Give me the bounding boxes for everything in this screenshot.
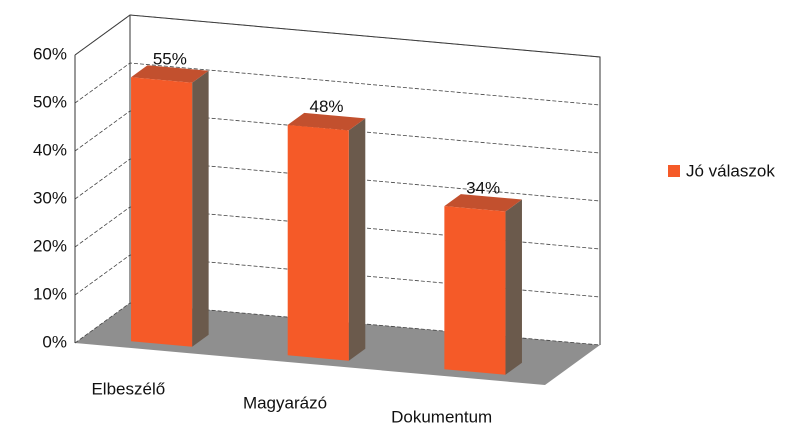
bar-side	[348, 118, 366, 361]
grid-line	[74, 110, 601, 154]
y-tick-label: 0%	[42, 332, 67, 351]
bar	[444, 206, 506, 375]
x-tick-label: Magyarázó	[243, 393, 327, 412]
bar-top	[131, 65, 209, 83]
bar	[131, 77, 193, 347]
legend-label: Jó válaszok	[686, 161, 775, 180]
y-tick-label: 10%	[33, 284, 67, 303]
y-tick-label: 50%	[33, 92, 67, 111]
grid-line	[74, 14, 601, 58]
bar-top	[287, 112, 366, 131]
grid-line	[74, 158, 601, 202]
y-tick-label: 30%	[33, 188, 67, 207]
y-tick-label: 40%	[33, 140, 67, 159]
x-tick-label: Elbeszélő	[91, 379, 165, 398]
grid-line	[74, 206, 601, 250]
bar	[287, 124, 349, 361]
grid-line	[74, 302, 601, 346]
data-label: 55%	[153, 49, 187, 68]
data-label: 48%	[309, 97, 343, 116]
x-tick-label: Dokumentum	[391, 407, 492, 426]
bar-side	[192, 70, 209, 347]
y-tick-label: 60%	[33, 44, 67, 63]
data-label: 34%	[466, 178, 500, 197]
legend-swatch	[668, 165, 680, 177]
y-tick-label: 20%	[33, 236, 67, 255]
bar-top	[444, 194, 522, 212]
bar-side	[505, 199, 522, 375]
grid-line	[74, 62, 601, 106]
grid-line	[74, 254, 601, 298]
